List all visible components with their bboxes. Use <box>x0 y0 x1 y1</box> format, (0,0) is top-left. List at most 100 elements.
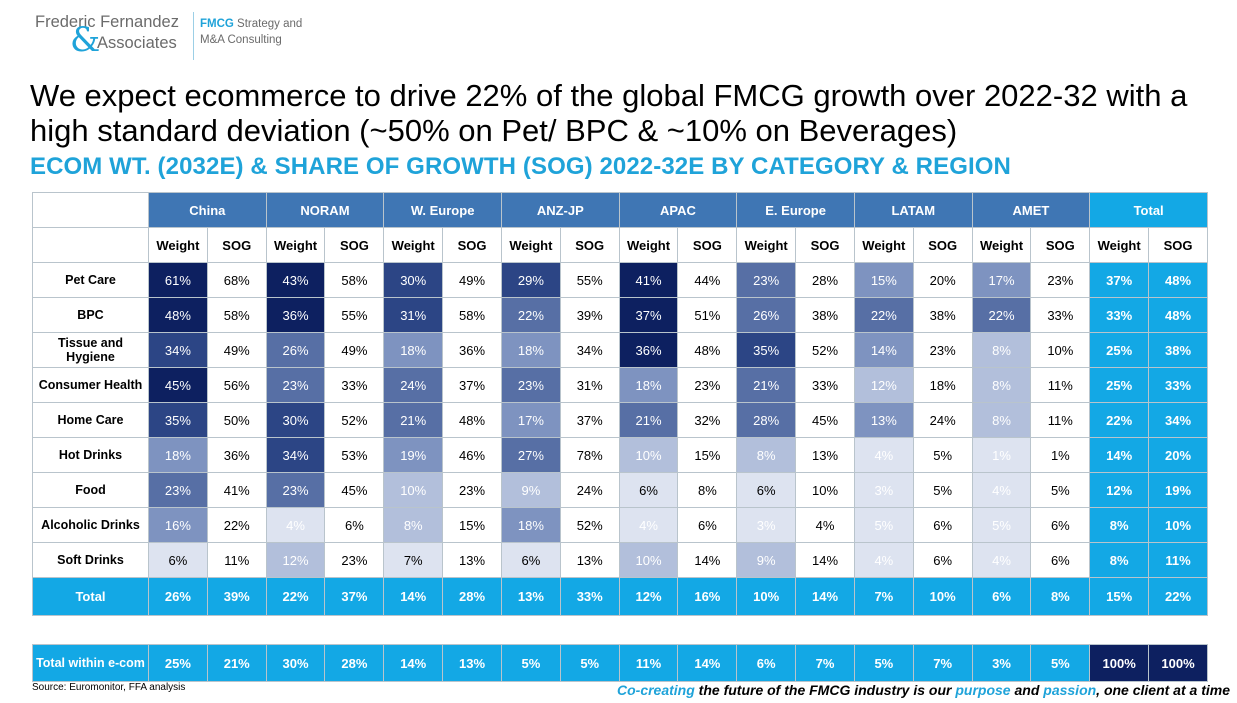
sog-cell: 6% <box>1030 507 1091 543</box>
sog-cell: 6% <box>1030 542 1091 578</box>
within-ecom-weight-cell: 3% <box>971 644 1032 682</box>
sog-cell: 4% <box>795 507 855 543</box>
weight-cell: 5% <box>971 507 1032 543</box>
sog-cell: 51% <box>677 297 738 333</box>
source-note: Source: Euromonitor, FFA analysis <box>32 682 186 693</box>
weight-cell: 37% <box>618 297 679 333</box>
weight-cell: 8% <box>736 437 797 473</box>
weight-cell: 4% <box>971 542 1032 578</box>
sog-cell: 46% <box>442 437 502 473</box>
sog-cell: 49% <box>324 332 385 368</box>
within-ecom-weight-cell: 6% <box>736 644 797 682</box>
total-weight-cell: 14% <box>1089 437 1150 473</box>
sog-cell: 49% <box>206 332 267 368</box>
row-label: BPC <box>32 297 149 333</box>
sog-cell: 24% <box>912 402 973 438</box>
sog-cell: 22% <box>206 507 267 543</box>
total-weight-cell: 22% <box>265 577 326 616</box>
total-weight-cell: 33% <box>1089 297 1150 333</box>
sog-cell: 5% <box>1030 472 1091 508</box>
sog-cell: 53% <box>324 437 385 473</box>
logo-ampersand: & <box>70 20 101 60</box>
sog-cell: 33% <box>795 367 855 403</box>
weight-cell: 8% <box>383 507 444 543</box>
total-sog-cell: 33% <box>1148 367 1208 403</box>
weight-cell: 9% <box>500 472 561 508</box>
total-sog-cell: 48% <box>1148 262 1208 298</box>
weight-cell: 19% <box>383 437 444 473</box>
weight-cell: 3% <box>853 472 914 508</box>
grand-total-weight-cell: 15% <box>1089 577 1150 616</box>
weight-cell: 28% <box>736 402 797 438</box>
weight-cell: 4% <box>618 507 679 543</box>
total-weight-cell: 22% <box>1089 402 1150 438</box>
total-weight-cell: 37% <box>1089 262 1150 298</box>
sog-cell: 32% <box>677 402 738 438</box>
sog-cell: 23% <box>912 332 973 368</box>
sog-cell: 58% <box>206 297 267 333</box>
sog-cell: 8% <box>677 472 738 508</box>
metric-header-weight: Weight <box>618 227 679 263</box>
table-row: Food 23% 41% 23% 45% 10% 23% 9% 24% 6% 8% 6% 10% 3% 5%… <box>32 472 1208 508</box>
weight-cell: 10% <box>618 437 679 473</box>
weight-cell: 26% <box>736 297 797 333</box>
sog-cell: 6% <box>324 507 385 543</box>
weight-cell: 18% <box>500 507 561 543</box>
weight-cell: 30% <box>383 262 444 298</box>
total-weight-cell: 25% <box>1089 367 1150 403</box>
weight-cell: 22% <box>500 297 561 333</box>
total-weight-cell: 12% <box>1089 472 1150 508</box>
total-weight-cell: 12% <box>618 577 679 616</box>
total-row: Total 26% 39% 22% 37% 14% 28% 13% 33% 12% 16% 10% 14… <box>32 577 1208 616</box>
logo-tag-accent: FMCG <box>200 18 234 30</box>
row-label: Tissue and Hygiene <box>32 332 149 368</box>
total-sog-cell: 16% <box>677 577 738 616</box>
weight-cell: 23% <box>736 262 797 298</box>
row-label: Food <box>32 472 149 508</box>
sog-cell: 5% <box>912 472 973 508</box>
table-row: BPC 48% 58% 36% 55% 31% 58% 22% 39% 37% 51% 26% 38% 2… <box>32 297 1208 333</box>
metric-header-sog: SOG <box>912 227 973 263</box>
metric-header-sog: SOG <box>324 227 385 263</box>
logo-tagline-line1: FMCG Strategy and <box>200 18 302 30</box>
sog-cell: 33% <box>1030 297 1091 333</box>
weight-cell: 18% <box>618 367 679 403</box>
row-label: Consumer Health <box>32 367 149 403</box>
sog-cell: 10% <box>1030 332 1091 368</box>
sog-cell: 36% <box>442 332 502 368</box>
sog-cell: 50% <box>206 402 267 438</box>
company-logo: Frederic Fernandez & Associates FMCG Str… <box>30 10 320 60</box>
sog-cell: 6% <box>912 542 973 578</box>
sog-cell: 49% <box>442 262 502 298</box>
total-sog-cell: 20% <box>1148 437 1208 473</box>
weight-cell: 16% <box>148 507 208 543</box>
weight-cell: 5% <box>853 507 914 543</box>
sog-cell: 11% <box>1030 402 1091 438</box>
sog-cell: 1% <box>1030 437 1091 473</box>
weight-cell: 7% <box>383 542 444 578</box>
table-row: Consumer Health 45% 56% 23% 33% 24% 37% 23% 31% 1… <box>32 367 1208 403</box>
region-header-china: China <box>148 192 267 228</box>
sog-cell: 14% <box>677 542 738 578</box>
within-ecom-sog-cell: 7% <box>795 644 855 682</box>
within-ecom-weight-cell: 25% <box>148 644 208 682</box>
row-label: Home Care <box>32 402 149 438</box>
sog-cell: 24% <box>559 472 620 508</box>
weight-cell: 4% <box>853 542 914 578</box>
sog-cell: 23% <box>1030 262 1091 298</box>
total-weight-cell: 10% <box>736 577 797 616</box>
footer-part4: and <box>1010 682 1044 698</box>
within-ecom-label: Total within e-com <box>32 644 149 682</box>
total-sog-cell: 8% <box>1030 577 1091 616</box>
sog-cell: 5% <box>912 437 973 473</box>
sog-cell: 52% <box>795 332 855 368</box>
sog-cell: 33% <box>324 367 385 403</box>
weight-cell: 4% <box>971 472 1032 508</box>
metric-header-weight: Weight <box>1089 227 1150 263</box>
total-weight-cell: 7% <box>853 577 914 616</box>
footer-part3: purpose <box>955 682 1011 698</box>
logo-tagline-line2: M&A Consulting <box>200 34 282 46</box>
weight-cell: 12% <box>853 367 914 403</box>
within-ecom-total-weight-cell: 100% <box>1089 644 1150 682</box>
region-header-row: China NORAM W. Europe ANZ-JP APAC E. Europe LA… <box>32 192 1208 228</box>
